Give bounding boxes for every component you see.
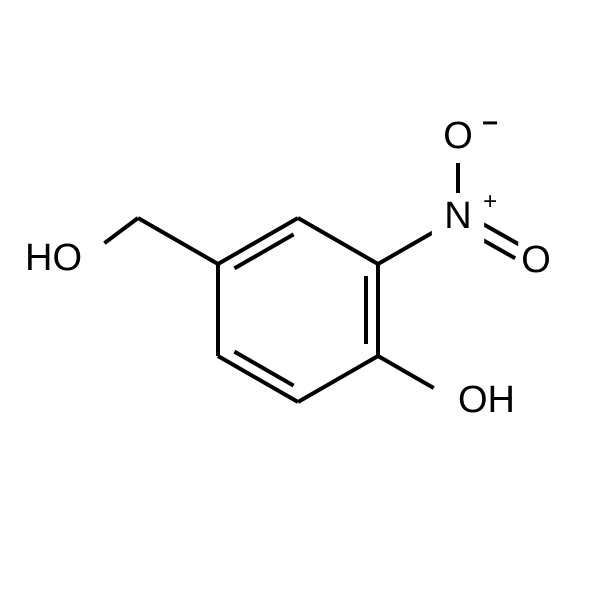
atom-label: O xyxy=(443,115,473,157)
bond-line xyxy=(378,356,434,388)
labels-group: HO N + O O OH xyxy=(25,113,554,427)
bond-line xyxy=(298,218,378,264)
atom-label: O xyxy=(521,239,551,281)
atom-label: HO xyxy=(25,237,82,279)
bond-line xyxy=(138,218,218,264)
bond-line xyxy=(298,356,378,402)
atom-label: OH xyxy=(458,379,515,421)
atom-label: N xyxy=(444,195,471,237)
bond-line xyxy=(104,218,138,243)
atom-label: + xyxy=(483,188,497,215)
